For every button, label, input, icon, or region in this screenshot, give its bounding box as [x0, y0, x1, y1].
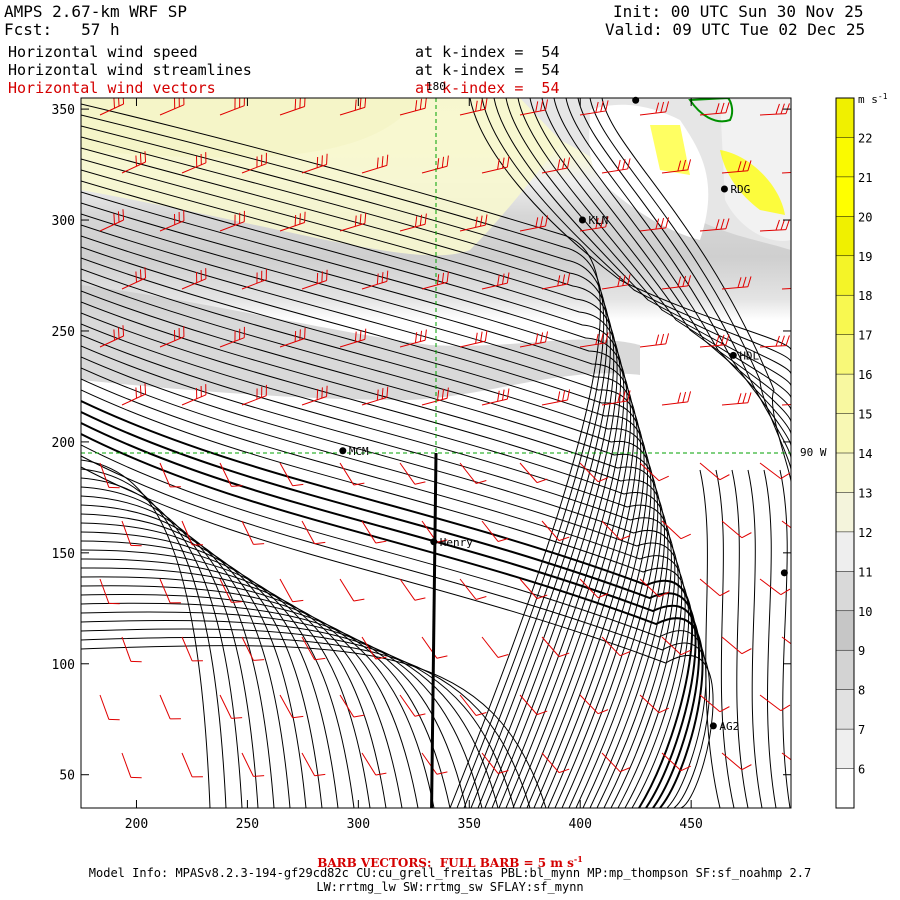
colorbar-cell: [836, 413, 854, 453]
reference-label-y: 90 W: [800, 446, 827, 459]
field-level-2: at k-index = 54: [415, 61, 560, 79]
colorbar-cell: [836, 137, 854, 177]
colorbar-cell: [836, 729, 854, 769]
colorbar-label: 16: [858, 368, 872, 382]
model-info-2: LW:rrtmg_lw SW:rrtmg_sw SFLAY:sf_mynn: [316, 880, 584, 894]
colorbar-units-exp: -1: [878, 92, 888, 101]
y-tick-label: 100: [52, 658, 75, 673]
colorbar-cell: [836, 176, 854, 217]
fcst-label: Fcst:: [4, 20, 53, 39]
station-label: Henry: [440, 536, 473, 549]
field-name-1: Horizontal wind speed: [8, 43, 198, 61]
station-label: RDG: [730, 183, 750, 196]
fcst-value: 57 h: [81, 20, 120, 39]
field-level-1: at k-index = 54: [415, 43, 560, 61]
stations: MCM Henry KLN RDG HDL AG2: [339, 96, 788, 733]
colorbar-cell: [836, 453, 854, 493]
init-time: Init: 00 UTC Sun 30 Nov 25: [613, 2, 864, 21]
colorbar-label: 20: [858, 210, 872, 224]
colorbar-cell: [836, 216, 854, 256]
valid-time: Valid: 09 UTC Tue 02 Dec 25: [605, 20, 866, 39]
colorbar-label: 19: [858, 250, 872, 264]
colorbar-cell: [836, 571, 854, 611]
station-marker: [729, 351, 737, 359]
wind-barbs: [99, 98, 791, 779]
y-tick-label: 150: [52, 547, 75, 562]
meridian-segment: [430, 452, 438, 809]
colorbar-cell: [836, 295, 854, 335]
colorbar: 6 7 8 9 10 11 12 13 14 15 16 17 18 19 20 21 22: [835, 97, 872, 809]
x-axis: 200 250 300 350 400 450: [125, 98, 703, 832]
colorbar-label: 6: [858, 763, 865, 777]
barb-legend-exp: -1: [573, 854, 583, 864]
colorbar-label: 21: [858, 171, 872, 185]
station-marker: [339, 447, 347, 455]
plot-frame: [80, 97, 792, 809]
barb-legend-text: BARB VECTORS: FULL BARB = 5 m s: [317, 856, 574, 870]
colorbar-label: 10: [858, 605, 872, 619]
colorbar-label: 8: [858, 684, 865, 698]
x-tick-label: 300: [347, 817, 370, 832]
colorbar-cell: [836, 650, 854, 690]
colorbar-cell: [836, 374, 854, 414]
colorbar-label: 13: [858, 486, 872, 500]
station-label: MCM: [349, 445, 369, 458]
y-tick-label: 50: [59, 769, 75, 784]
station-label: HDL: [739, 349, 759, 362]
x-tick-label: 350: [458, 817, 481, 832]
x-tick-label: 400: [568, 817, 591, 832]
colorbar-cell: [836, 492, 854, 532]
y-axis: 50 100 150 200 250 300 350: [52, 103, 791, 784]
colorbar-label: 7: [858, 723, 865, 737]
y-tick-label: 250: [52, 325, 75, 340]
x-tick-label: 200: [125, 817, 148, 832]
field-name-3: Horizontal wind vectors: [8, 79, 216, 97]
colorbar-label: 12: [858, 526, 872, 540]
station-label: AG2: [719, 720, 739, 733]
colorbar-label: 9: [858, 644, 865, 658]
y-tick-label: 200: [52, 436, 75, 451]
colorbar-label: 11: [858, 565, 872, 579]
colorbar-units-text: m s: [858, 93, 878, 106]
station-marker: [709, 722, 717, 730]
field-level-3: at k-index = 54: [415, 79, 560, 97]
station-marker: [430, 538, 438, 546]
forecast-label: Fcst: 57 h: [4, 22, 120, 38]
field-name-2: Horizontal wind streamlines: [8, 61, 252, 79]
colorbar-cell: [836, 98, 854, 138]
y-tick-label: 300: [52, 214, 75, 229]
colorbar-cell: [836, 610, 854, 651]
colorbar-label: 18: [858, 289, 872, 303]
station-label: KLN: [588, 214, 608, 227]
station-marker: [780, 569, 788, 577]
colorbar-cell: [836, 689, 854, 730]
x-tick-label: 450: [679, 817, 702, 832]
colorbar-label: 14: [858, 447, 872, 461]
y-tick-label: 350: [52, 103, 75, 118]
chart-title: AMPS 2.67-km WRF SP: [4, 2, 188, 21]
colorbar-cell: [836, 255, 854, 296]
colorbar-cell: [836, 531, 854, 572]
x-tick-label: 250: [236, 817, 259, 832]
colorbar-label: 17: [858, 329, 872, 343]
colorbar-units: m s-1: [858, 92, 888, 106]
colorbar-label: 15: [858, 408, 872, 422]
station-marker: [578, 216, 586, 224]
station-marker: [720, 185, 728, 193]
colorbar-cell: [836, 334, 854, 375]
reference-label-x: 180: [426, 80, 446, 93]
colorbar-cell: [836, 768, 854, 808]
barb-legend: BARB VECTORS: FULL BARB = 5 m s-1: [0, 852, 900, 870]
model-info: Model Info: MPASv8.2.3-194-gf29cd82c CU:…: [88, 866, 812, 880]
colorbar-label: 22: [858, 131, 872, 145]
